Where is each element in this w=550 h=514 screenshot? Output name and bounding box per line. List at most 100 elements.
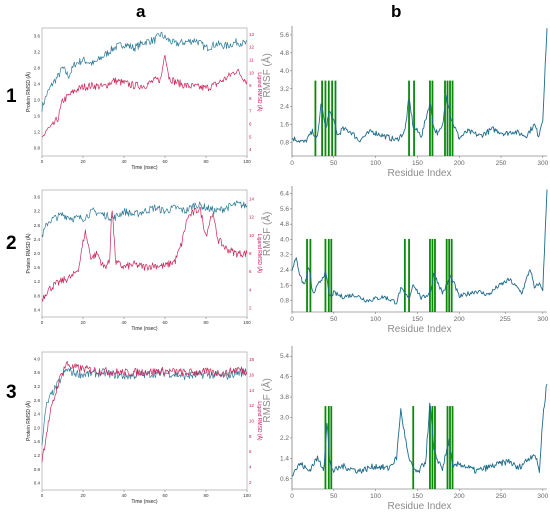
y-axis-label: RMSF (Å) (260, 378, 273, 422)
rmsf-series (292, 28, 548, 143)
y-right-tick-label: 8 (249, 251, 252, 256)
y-tick-label: 5.6 (280, 32, 289, 39)
protein-rmsd-series (41, 200, 248, 238)
y-tick-label: 4.0 (280, 236, 289, 243)
contact-residue-bar (444, 80, 446, 156)
y-right-tick-label: 12 (249, 45, 255, 50)
x-tick-label: 40 (121, 320, 127, 325)
contact-residue-bar (451, 406, 454, 489)
y-tick-label: 4.0 (280, 68, 289, 75)
y-right-axis-label: Ligand RMSD (Å) (256, 234, 263, 274)
y-tick-label: 3.8 (280, 394, 289, 401)
x-tick-label: 100 (370, 493, 381, 500)
x-tick-label: 50 (330, 316, 338, 323)
y-tick-label: 4.8 (280, 221, 289, 228)
contact-residue-bar (429, 406, 431, 489)
row-label-1: 1 (6, 86, 17, 107)
x-tick-label: 250 (496, 160, 507, 167)
y-right-tick-label: 18 (249, 357, 255, 362)
contact-residue-bar (324, 238, 327, 312)
contact-residue-bar (446, 80, 449, 156)
y-tick-label: 2.4 (280, 104, 289, 111)
contact-residue-bar (324, 80, 327, 156)
plot-frame (41, 351, 248, 491)
y-tick-label: 4.6 (280, 374, 289, 381)
x-tick-label: 100 (370, 160, 381, 167)
y-right-tick-label: 10 (249, 70, 255, 75)
x-tick-label: 150 (412, 316, 423, 323)
x-tick-label: 60 (162, 320, 168, 325)
y-tick-label: 6.4 (280, 191, 289, 198)
contact-residue-bar (327, 80, 330, 156)
x-tick-label: 0 (290, 160, 294, 167)
x-tick-label: 250 (496, 493, 507, 500)
contact-residue-bar (403, 238, 406, 312)
x-tick-label: 80 (203, 320, 209, 325)
y-axis-label: RMSF (Å) (260, 212, 273, 256)
x-axis-label: Residue Index (388, 168, 452, 179)
y-tick-label: 5.6 (280, 206, 289, 213)
y-tick-label: 1.6 (280, 122, 289, 129)
protein-rmsd-series (41, 367, 248, 446)
contact-residue-bar (445, 238, 448, 312)
x-tick-label: 0 (41, 159, 44, 164)
y-right-tick-label: 4 (249, 147, 252, 152)
y-right-tick-label: 2 (249, 305, 252, 310)
plot-frame (41, 189, 248, 318)
contact-residue-bar (330, 406, 333, 489)
contact-residue-bar (321, 80, 323, 156)
chart-1a: 0 20 40 60 80 100 0.8 1.2 1.6 2.0 2.4 2.8 3.2 3.6 4 5 6 7… (25, 27, 263, 171)
contact-residue-bar (429, 80, 431, 156)
y-tick-label: 2.0 (34, 425, 41, 430)
rmsf-series (291, 383, 548, 477)
y-right-tick-label: 13 (249, 32, 255, 37)
y-tick-label: 3.2 (34, 50, 41, 55)
y-tick-label: 1.6 (280, 282, 289, 289)
y-tick-label: 2.4 (34, 237, 41, 242)
y-right-axis-label: Ligand RMSD (Å) (256, 72, 263, 112)
x-tick-label: 0 (290, 316, 294, 323)
y-tick-label: 3.6 (34, 370, 41, 375)
y-right-tick-label: 12 (249, 403, 255, 408)
y-tick-label: 1.4 (280, 455, 289, 462)
row-label-3: 3 (6, 382, 17, 403)
y-axis-label: Protein RMSD (Å) (25, 233, 32, 273)
y-tick-label: 3.2 (280, 86, 289, 93)
contact-residue-bar (314, 80, 317, 156)
contact-residue-bar (431, 406, 434, 489)
y-tick-label: 3.2 (280, 252, 289, 259)
y-tick-label: 2.0 (34, 98, 41, 103)
y-tick-label: 0.8 (34, 467, 41, 472)
x-tick-label: 0 (41, 493, 44, 498)
y-tick-label: 2.4 (280, 267, 289, 274)
x-tick-label: 50 (330, 493, 338, 500)
x-tick-label: 50 (330, 160, 338, 167)
y-right-tick-label: 4 (249, 465, 252, 470)
x-tick-label: 200 (454, 316, 465, 323)
y-tick-label: 1.6 (34, 114, 41, 119)
y-tick-label: 0.4 (34, 307, 41, 312)
x-tick-label: 40 (121, 493, 127, 498)
x-tick-label: 100 (243, 159, 251, 164)
x-tick-label: 60 (162, 159, 168, 164)
contact-residue-bar (412, 406, 415, 489)
y-tick-label: 1.6 (34, 439, 41, 444)
x-tick-label: 100 (243, 493, 251, 498)
contact-residue-bar (431, 238, 434, 312)
contact-residue-bar (334, 80, 337, 156)
y-tick-label: 2.4 (34, 412, 41, 417)
chart-2b: 0 50 100 150 200 255 300 0.8 1.6 2.4 3.2 4.0 4.8 5.6 6… (260, 186, 549, 335)
x-tick-label: 40 (121, 159, 127, 164)
y-tick-label: 3.0 (280, 415, 289, 422)
ligand-rmsd-series (41, 360, 248, 463)
x-tick-label: 0 (41, 320, 44, 325)
y-tick-label: 1.2 (34, 279, 41, 284)
contact-residue-bar (448, 238, 451, 312)
y-tick-label: 0.6 (280, 476, 289, 483)
y-right-tick-label: 11 (249, 58, 254, 63)
y-tick-label: 3.6 (34, 34, 41, 39)
x-tick-label: 150 (412, 493, 423, 500)
x-tick-label: 300 (537, 316, 548, 323)
contact-residue-bar (434, 406, 436, 489)
